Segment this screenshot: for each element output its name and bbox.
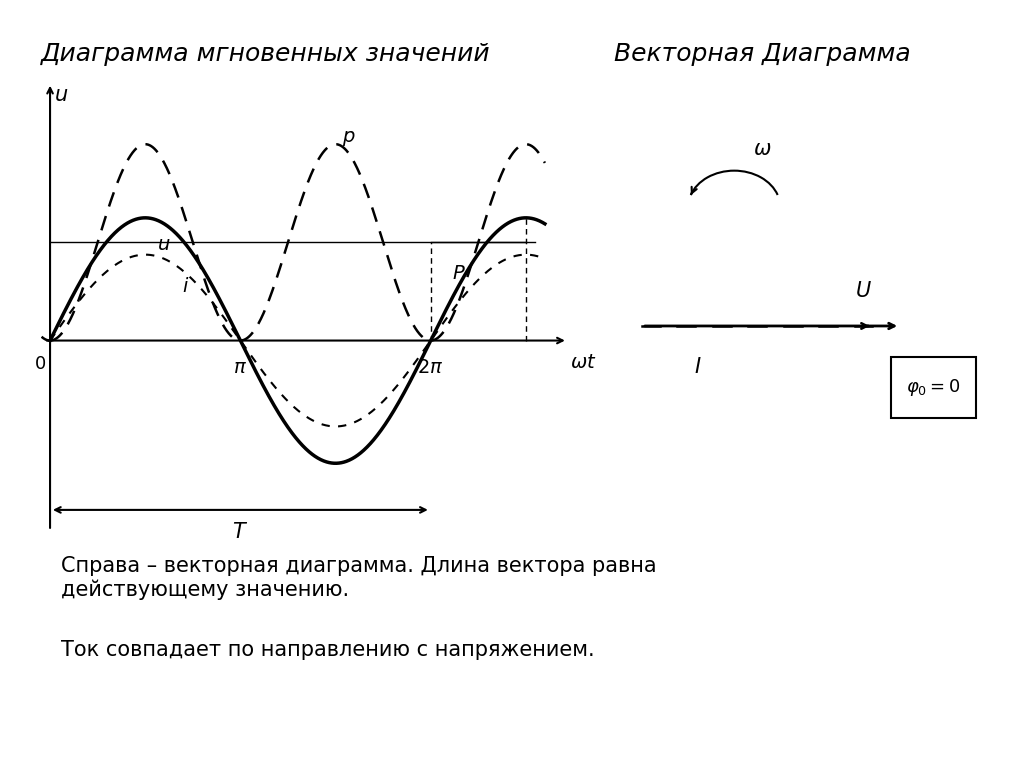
Text: $p$: $p$: [342, 129, 355, 147]
Text: Диаграмма мгновенных значений: Диаграмма мгновенных значений: [41, 42, 490, 66]
Text: $u$: $u$: [158, 235, 171, 255]
Text: $i$: $i$: [181, 277, 188, 296]
Text: $\omega t$: $\omega t$: [569, 353, 596, 372]
Text: $P$: $P$: [452, 264, 466, 282]
Text: Справа – векторная диаграмма. Длина вектора равна
действующему значению.: Справа – векторная диаграмма. Длина вект…: [61, 556, 657, 600]
Text: $I$: $I$: [693, 357, 701, 377]
Text: $2\pi$: $2\pi$: [418, 357, 443, 377]
Text: $\omega$: $\omega$: [753, 139, 771, 159]
Text: Ток совпадает по направлению с напряжением.: Ток совпадает по направлению с напряжени…: [61, 640, 595, 660]
FancyBboxPatch shape: [891, 357, 976, 418]
Text: $U$: $U$: [855, 281, 871, 301]
Text: $0$: $0$: [34, 355, 46, 374]
Text: Векторная Диаграмма: Векторная Диаграмма: [614, 42, 911, 66]
Text: $\pi$: $\pi$: [233, 357, 248, 377]
Text: $\varphi_0=0$: $\varphi_0=0$: [906, 377, 961, 398]
Text: $T$: $T$: [232, 522, 249, 542]
Text: $u$: $u$: [54, 85, 69, 105]
